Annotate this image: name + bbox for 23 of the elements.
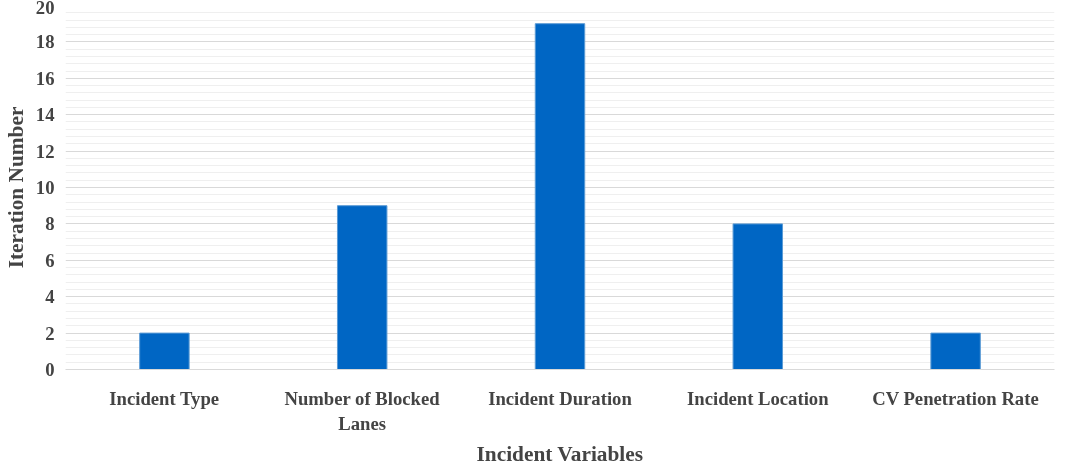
- y-tick-label: 18: [35, 31, 55, 53]
- x-tick-label: Incident Type: [109, 387, 220, 409]
- y-tick-label: 10: [35, 177, 55, 198]
- y-tick-label: 4: [45, 286, 55, 308]
- y-tick-label: 12: [35, 140, 55, 162]
- x-tick-label: Incident Location: [687, 387, 830, 409]
- x-tick-label: Number of Blocked Lanes: [284, 387, 441, 434]
- y-tick-label: 6: [45, 249, 55, 271]
- bar: [534, 23, 586, 370]
- x-tick-label: CV Penetration Rate: [872, 387, 1039, 409]
- bar: [139, 332, 190, 370]
- y-tick-label: 20: [35, 0, 55, 18]
- y-tick-label: 14: [35, 104, 55, 126]
- y-tick-label: 0: [45, 359, 55, 380]
- x-axis-title: Incident Variables: [476, 441, 644, 466]
- bar: [732, 223, 784, 370]
- y-tick-label: 2: [45, 322, 55, 344]
- y-tick-label: 8: [45, 213, 55, 235]
- bar: [336, 205, 388, 370]
- y-tick-label: 16: [35, 67, 55, 89]
- y-axis-title: Iteration Number: [3, 106, 28, 269]
- x-tick-label: Incident Duration: [488, 387, 633, 409]
- bar: [930, 332, 981, 370]
